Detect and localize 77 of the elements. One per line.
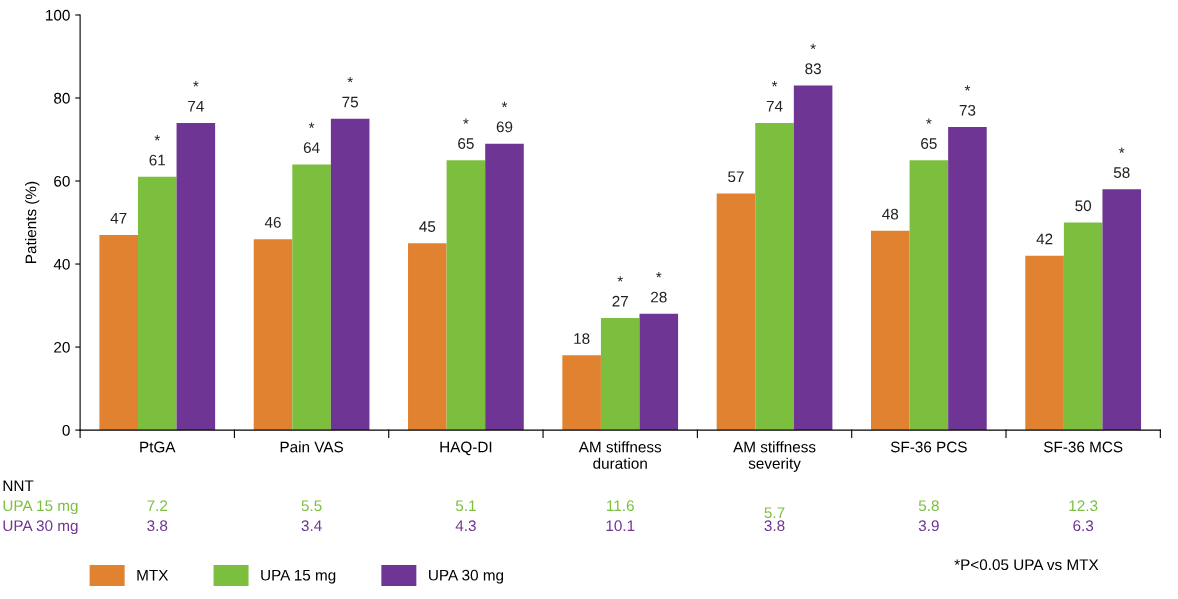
- bar: [600, 318, 640, 431]
- text: 3.8: [147, 520, 168, 532]
- text: 10.1: [606, 520, 635, 532]
- legend-label: MTX: [137, 569, 169, 581]
- data-label: 57: [728, 171, 744, 183]
- y-axis-title: Patients (%): [25, 181, 40, 263]
- text: UPA 15 mg: [3, 500, 78, 515]
- bar: [948, 127, 987, 431]
- bar: [292, 164, 331, 431]
- bar: [1102, 189, 1142, 431]
- data-label: * 64: [303, 122, 320, 154]
- data-label: * 28: [651, 272, 667, 303]
- text: 3.4: [301, 520, 322, 532]
- data-label: * 65: [458, 118, 474, 149]
- data-label: * 27: [612, 276, 628, 307]
- data-label: 47: [110, 212, 127, 224]
- data-label: * 73: [959, 85, 976, 116]
- y-tick-label: 100: [46, 9, 70, 21]
- text: NNT: [3, 480, 34, 491]
- text: *P<0.05 UPA vs MTX: [954, 559, 1099, 571]
- text: UPA 30 mg: [3, 520, 78, 535]
- text: 5.1: [455, 500, 476, 512]
- data-label: * 74: [188, 81, 204, 112]
- text: 6.3: [1073, 520, 1094, 532]
- text: 7.2: [147, 500, 168, 511]
- bar: [793, 85, 833, 431]
- text: 4.3: [455, 520, 476, 532]
- x-tick-label: AM stiffness severity: [733, 441, 816, 472]
- text: 12.3: [1069, 500, 1098, 512]
- bar: [639, 313, 679, 431]
- data-label: 46: [264, 216, 281, 228]
- bar: [1025, 255, 1064, 431]
- x-tick-label: PtGA: [140, 441, 176, 453]
- x-tick-label: HAQ-DI: [440, 441, 492, 456]
- data-label: * 74: [766, 81, 783, 112]
- bar: [716, 193, 756, 431]
- text: 11.6: [607, 500, 634, 512]
- text: 3.9: [918, 520, 939, 532]
- bar: [176, 122, 216, 431]
- legend-label: UPA 30 mg: [429, 569, 504, 584]
- bar: [485, 143, 524, 431]
- bar: [253, 239, 293, 431]
- y-tick-label: 80: [54, 92, 70, 104]
- bar: [870, 230, 910, 431]
- data-label: * 75: [342, 76, 359, 108]
- bar: [909, 160, 949, 431]
- bar: [408, 243, 447, 431]
- bar: [562, 355, 601, 431]
- data-label: 50: [1075, 200, 1092, 212]
- text: 5.5: [301, 500, 322, 512]
- bar: [330, 118, 370, 431]
- data-label: * 61: [149, 135, 166, 166]
- bar: [137, 176, 177, 431]
- data-label: 45: [419, 221, 436, 232]
- text: 5.7: [764, 507, 785, 519]
- x-tick-label: SF-36 PCS: [890, 441, 967, 453]
- data-label: * 83: [805, 43, 821, 75]
- bar: [1063, 222, 1103, 431]
- y-tick-label: 40: [53, 258, 70, 270]
- bar: [446, 160, 486, 431]
- y-tick-label: 0: [62, 424, 70, 436]
- y-tick-label: 60: [54, 175, 70, 187]
- legend-label: UPA 15 mg: [261, 569, 336, 584]
- data-label: 42: [1036, 233, 1053, 245]
- data-label: * 65: [921, 118, 937, 149]
- text: 5.8: [918, 500, 939, 512]
- text: 3.8: [764, 520, 785, 532]
- x-tick-label: SF-36 MCS: [1043, 441, 1123, 453]
- data-label: * 58: [1113, 147, 1130, 178]
- bar: [755, 122, 794, 431]
- x-tick-label: Pain VAS: [280, 441, 344, 453]
- data-label: 18: [574, 333, 590, 345]
- y-tick-label: 20: [54, 341, 70, 353]
- bar: [99, 234, 138, 431]
- data-label: * 69: [496, 101, 513, 133]
- data-label: 48: [882, 208, 899, 220]
- x-tick-label: AM stiffness duration: [578, 441, 662, 469]
